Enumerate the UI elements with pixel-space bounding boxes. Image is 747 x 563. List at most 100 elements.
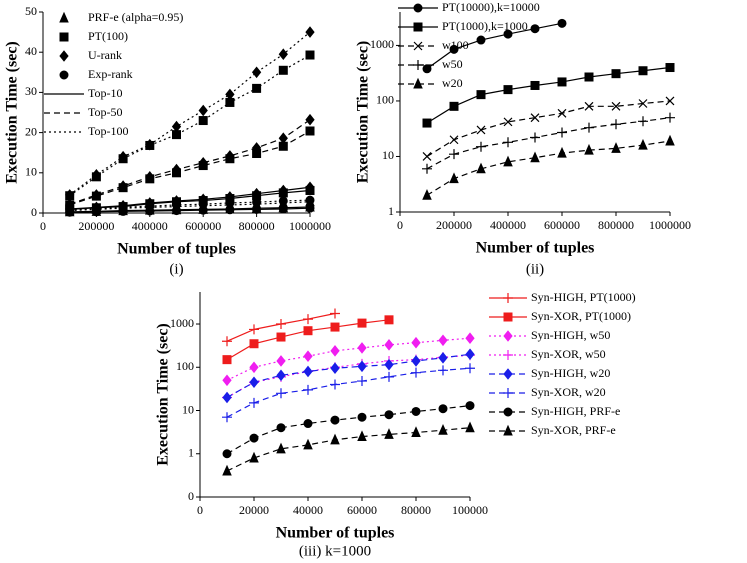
marker: [198, 104, 208, 117]
marker: [503, 407, 513, 417]
series-line: [69, 130, 311, 206]
series-line: [69, 207, 311, 213]
marker: [59, 50, 69, 62]
x-tick-label: 80000: [401, 503, 431, 517]
marker: [557, 77, 567, 87]
marker: [276, 355, 286, 367]
marker: [357, 430, 367, 442]
series-line: [226, 354, 471, 399]
caption: (i): [169, 261, 183, 277]
marker: [330, 379, 340, 390]
marker: [172, 168, 181, 178]
marker: [611, 142, 621, 153]
y-tick-label: 1: [188, 446, 194, 460]
x-tick-label: 200000: [78, 219, 114, 233]
marker: [384, 358, 394, 371]
marker: [222, 336, 232, 347]
marker: [413, 3, 423, 13]
legend-label: U-rank: [88, 48, 122, 62]
marker: [249, 397, 259, 408]
marker: [303, 350, 313, 363]
y-tick-label: 1000: [370, 37, 394, 51]
series-line: [226, 353, 471, 399]
series-line: [226, 404, 471, 455]
marker: [249, 324, 259, 335]
series-line: [226, 337, 471, 381]
x-tick-label: 800000: [598, 218, 634, 232]
marker: [503, 85, 513, 95]
marker: [357, 318, 367, 328]
marker: [357, 376, 367, 387]
marker: [303, 365, 313, 378]
marker: [449, 44, 459, 54]
marker: [276, 423, 286, 433]
x-tick-label: 400000: [490, 218, 526, 232]
marker: [249, 376, 259, 389]
marker: [413, 41, 423, 51]
x-axis-title: Number of tuples: [476, 240, 595, 257]
y-tick-label: 1: [388, 204, 394, 218]
x-tick-label: 600000: [185, 219, 221, 233]
marker: [503, 293, 513, 303]
marker: [305, 26, 315, 38]
legend-label: Exp-rank: [88, 67, 133, 81]
marker: [438, 365, 448, 376]
x-tick-label: 200000: [436, 218, 472, 232]
marker: [530, 132, 540, 143]
series-line: [69, 199, 311, 211]
marker: [278, 65, 288, 75]
marker: [665, 112, 675, 123]
marker: [530, 151, 540, 163]
legend-label: PRF-e (alpha=0.95): [88, 10, 183, 24]
marker: [172, 206, 181, 216]
marker: [330, 345, 340, 357]
y-axis-title: Execution Time (sec): [155, 323, 172, 466]
marker: [252, 204, 262, 214]
series-line: [426, 22, 563, 70]
marker: [305, 50, 315, 60]
marker: [503, 388, 513, 398]
marker: [330, 322, 340, 332]
marker: [276, 319, 286, 330]
y-tick-label: 10: [25, 165, 37, 179]
marker: [384, 410, 394, 420]
y-tick-label: 100: [176, 359, 194, 373]
marker: [278, 204, 288, 214]
x-tick-label: 0: [40, 219, 46, 233]
marker: [438, 423, 448, 435]
marker: [357, 360, 367, 373]
marker: [59, 11, 69, 23]
legend-label: w100: [442, 38, 469, 52]
marker: [222, 449, 232, 459]
marker: [384, 339, 394, 351]
marker: [172, 130, 181, 140]
marker: [584, 101, 594, 111]
marker: [91, 191, 101, 201]
legend-label: Syn-HIGH, w50: [531, 328, 610, 342]
x-tick-label: 20000: [239, 503, 269, 517]
marker: [438, 334, 448, 347]
marker: [305, 126, 315, 136]
marker: [476, 162, 486, 174]
marker: [638, 99, 648, 108]
y-tick-label: 10: [382, 148, 394, 162]
y-tick-label: 0: [188, 489, 194, 503]
marker: [503, 368, 513, 380]
marker: [222, 391, 232, 404]
marker: [330, 308, 340, 319]
marker: [411, 367, 421, 378]
marker: [638, 66, 648, 76]
marker: [638, 138, 648, 150]
x-tick-label: 400000: [132, 219, 168, 233]
marker: [276, 442, 286, 454]
marker: [584, 122, 594, 133]
marker: [503, 117, 513, 127]
marker: [557, 108, 567, 118]
x-tick-label: 1000000: [649, 218, 691, 232]
marker: [665, 63, 675, 73]
marker: [222, 374, 232, 387]
marker: [249, 339, 259, 349]
x-tick-label: 0: [197, 503, 203, 517]
y-tick-label: 0: [31, 205, 37, 219]
marker: [91, 172, 101, 182]
